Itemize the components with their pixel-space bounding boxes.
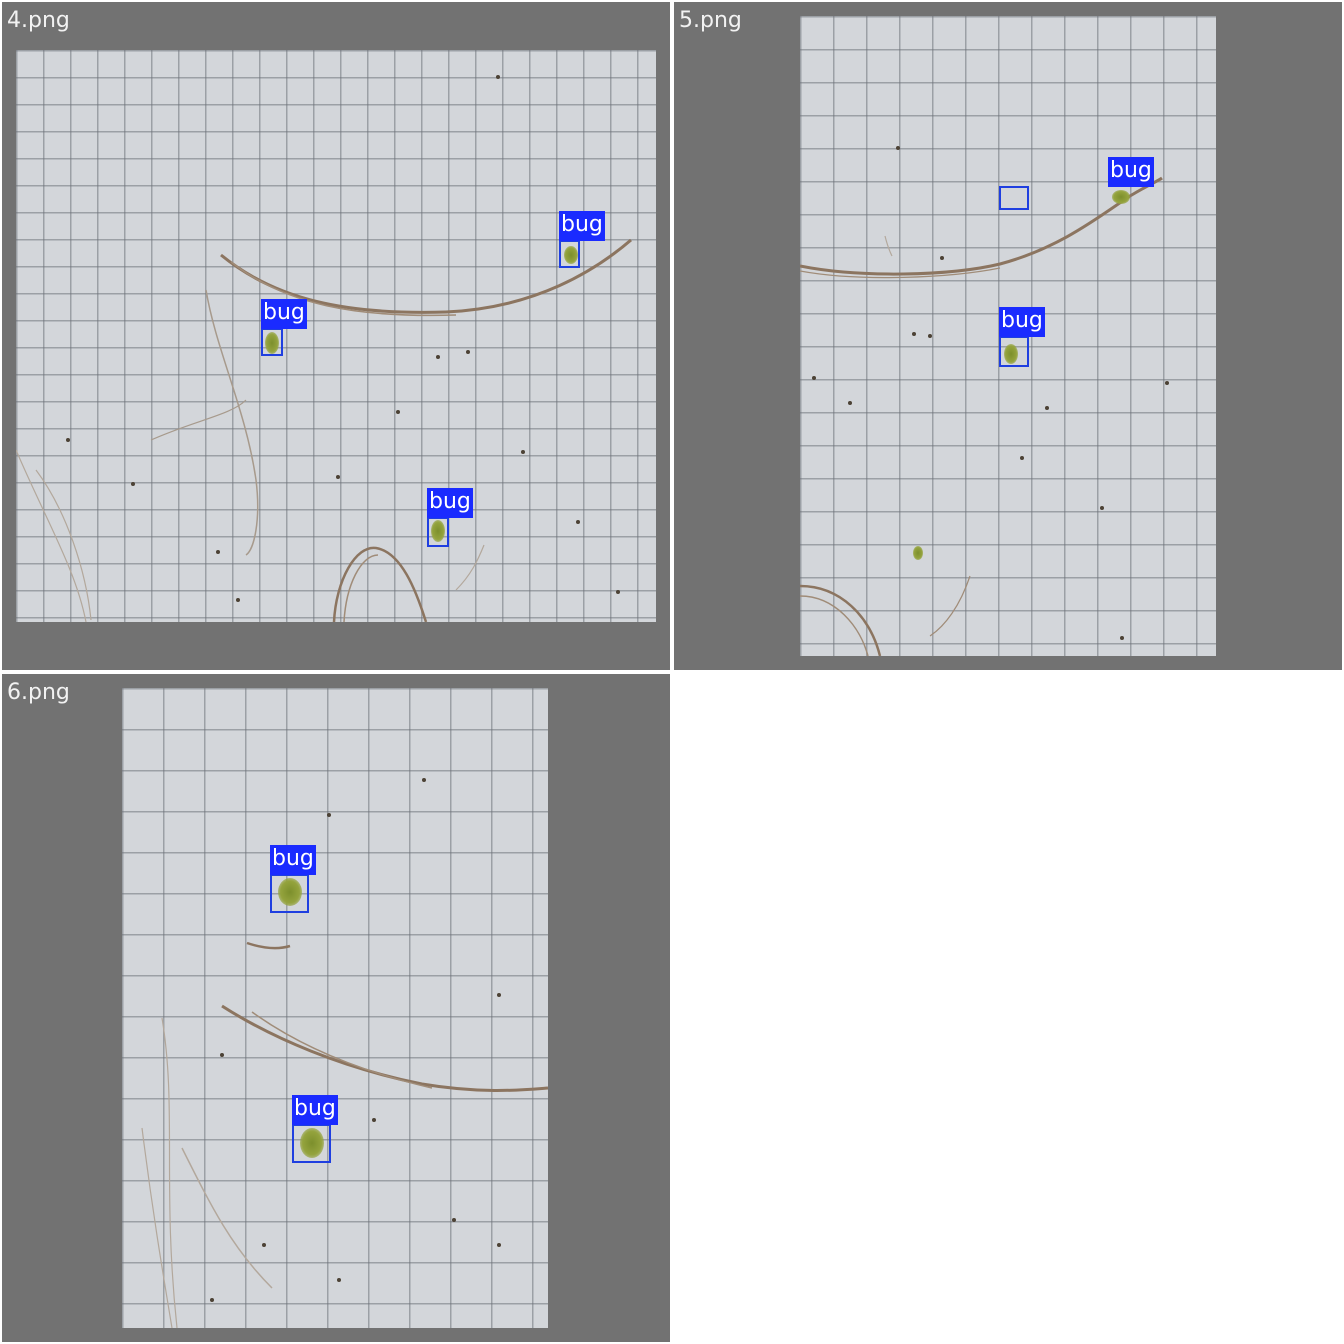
detection-box [427, 517, 449, 547]
detection-box [999, 186, 1029, 210]
debris-speck [337, 1278, 341, 1282]
debris-speck [896, 146, 900, 150]
panel-title: 5.png [679, 8, 742, 33]
bug-insect [913, 546, 923, 560]
bug-insect [431, 520, 445, 542]
grass-stems [800, 176, 1163, 656]
grass-stems [16, 238, 632, 622]
debris-speck [372, 1118, 376, 1122]
debris-speck [436, 355, 440, 359]
bug-insect [1112, 190, 1130, 204]
debris-speck [1020, 456, 1024, 460]
debris-speck [940, 256, 944, 260]
debris-speck [216, 550, 220, 554]
detection-box [559, 240, 580, 268]
debris-speck [396, 410, 400, 414]
debris-speck [1045, 406, 1049, 410]
debris-speck [131, 482, 135, 486]
debris-speck [466, 350, 470, 354]
bug-insect [300, 1128, 324, 1158]
debris-speck [210, 1298, 214, 1302]
debris-speck [521, 450, 525, 454]
bug-insect [278, 878, 302, 906]
detection-label: bug [427, 488, 473, 518]
detection-label: bug [261, 299, 307, 329]
debris-speck [1165, 381, 1169, 385]
grid-paper-photo [122, 688, 548, 1328]
debris-speck [812, 376, 816, 380]
debris-speck [928, 334, 932, 338]
debris-speck [576, 520, 580, 524]
debris-speck [336, 475, 340, 479]
empty-panel [674, 674, 1342, 1342]
debris-speck [497, 1243, 501, 1247]
debris-speck [262, 1243, 266, 1247]
grid-paper-photo [16, 50, 656, 622]
debris-speck [452, 1218, 456, 1222]
debris-speck [422, 778, 426, 782]
panel-6png: 6.png bug bug [2, 674, 670, 1342]
debris-speck [616, 590, 620, 594]
debris-speck [327, 813, 331, 817]
bug-insect [265, 332, 279, 354]
debris-speck [848, 401, 852, 405]
grass-stems [141, 941, 548, 1328]
panel-title: 4.png [7, 8, 70, 33]
debris-speck [220, 1053, 224, 1057]
bug-insect [1004, 344, 1018, 364]
detection-box [999, 336, 1029, 367]
panel-4png: 4.png bug bug bug [2, 2, 670, 670]
detection-label: bug [270, 845, 316, 875]
detection-box [261, 328, 283, 356]
bug-insect [564, 246, 578, 264]
detection-box [270, 874, 309, 913]
detection-label: bug [1108, 157, 1154, 187]
debris-speck [1100, 506, 1104, 510]
debris-speck [1120, 636, 1124, 640]
debris-speck [912, 332, 916, 336]
detection-label: bug [559, 211, 605, 241]
debris-speck [497, 993, 501, 997]
detection-box [292, 1124, 331, 1163]
debris-speck [66, 438, 70, 442]
panel-5png: 5.png bug bug [674, 2, 1342, 670]
panel-title: 6.png [7, 680, 70, 705]
debris-speck [236, 598, 240, 602]
detection-label: bug [292, 1095, 338, 1125]
detection-label: bug [999, 307, 1045, 337]
debris-speck [496, 75, 500, 79]
